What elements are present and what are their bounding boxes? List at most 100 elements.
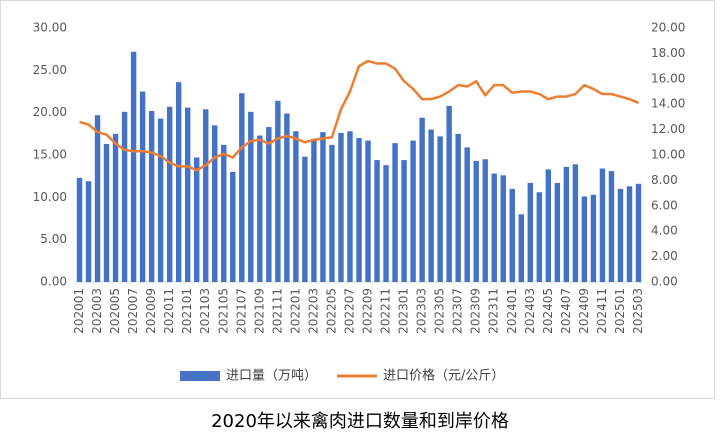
bar	[212, 125, 218, 282]
bar	[572, 164, 579, 282]
bar	[194, 157, 200, 282]
bar	[356, 138, 362, 282]
bar	[464, 147, 470, 282]
y2-tick-label: 18.00	[651, 46, 685, 60]
bar	[419, 117, 425, 282]
x-tick-label: 202005	[108, 288, 122, 334]
bar	[221, 144, 227, 282]
y-tick-label: 10.00	[33, 190, 67, 204]
x-tick-label: 202211	[379, 288, 393, 334]
x-tick-label: 202401	[505, 288, 519, 334]
x-tick-label: 202105	[216, 288, 230, 334]
y2-tick-label: 10.00	[651, 148, 685, 162]
bar	[473, 160, 479, 282]
x-tick-label: 202403	[523, 288, 537, 334]
bar	[392, 143, 398, 282]
x-tick-label: 202103	[198, 288, 212, 334]
bar	[401, 160, 407, 282]
x-tick-label: 202009	[144, 288, 158, 334]
x-tick-label: 202503	[631, 288, 645, 334]
x-tick-label: 202109	[252, 288, 266, 334]
bar	[175, 82, 182, 282]
y2-tick-label: 4.00	[651, 224, 678, 238]
x-tick-label: 202407	[559, 288, 573, 334]
y2-tick-label: 6.00	[651, 198, 678, 212]
bar	[320, 132, 326, 282]
x-tick-label: 202309	[469, 288, 483, 334]
bar	[536, 192, 543, 282]
x-tick-label: 202307	[451, 288, 465, 334]
bar	[608, 171, 615, 282]
bar	[76, 177, 83, 282]
bar	[428, 129, 434, 282]
x-tick-label: 202011	[162, 288, 176, 334]
bar	[293, 131, 299, 282]
bar	[311, 138, 317, 282]
bar	[500, 175, 506, 282]
x-tick-label: 202007	[126, 288, 140, 334]
y-tick-label: 5.00	[40, 232, 67, 246]
x-tick-label: 202205	[324, 288, 338, 334]
bar	[563, 166, 570, 282]
y2-tick-label: 16.00	[651, 71, 685, 85]
x-tick-label: 202209	[361, 288, 375, 334]
bar	[527, 182, 534, 282]
x-tick-label: 202301	[397, 288, 411, 334]
bar	[112, 133, 119, 282]
x-tick-label: 202311	[487, 288, 501, 334]
bar	[635, 183, 642, 282]
y2-tick-label: 2.00	[651, 249, 678, 263]
y-tick-label: 15.00	[33, 148, 67, 162]
bar	[374, 160, 380, 282]
legend-label: 进口价格（元/公斤）	[383, 368, 504, 384]
bar	[130, 51, 137, 282]
bar	[103, 143, 110, 282]
bar	[347, 131, 353, 282]
y2-tick-label: 12.00	[651, 122, 685, 136]
y2-tick-label: 14.00	[651, 97, 685, 111]
bar	[482, 159, 488, 282]
x-tick-label: 202203	[306, 288, 320, 334]
bar	[617, 188, 624, 282]
bar	[148, 110, 155, 283]
bar	[157, 118, 164, 283]
bar	[545, 169, 552, 282]
bar	[626, 186, 633, 282]
y-tick-label: 0.00	[40, 275, 67, 289]
bar	[275, 100, 281, 283]
x-tick-label: 202107	[234, 288, 248, 334]
x-tick-label: 202207	[342, 288, 356, 334]
bar	[266, 127, 272, 282]
bar	[230, 171, 236, 282]
legend-label: 进口量（万吨）	[226, 369, 317, 384]
bar	[365, 140, 371, 282]
bar	[599, 168, 606, 282]
y-tick-label: 30.00	[33, 21, 67, 35]
bar	[509, 188, 515, 282]
x-tick-label: 202405	[541, 288, 555, 334]
bar	[491, 173, 497, 282]
bar	[257, 135, 263, 282]
x-tick-label: 202003	[90, 288, 104, 334]
bar	[203, 109, 209, 282]
y-tick-label: 20.00	[33, 105, 67, 119]
bar	[302, 156, 308, 282]
x-tick-label: 202501	[613, 288, 627, 334]
x-tick-label: 202001	[72, 288, 86, 334]
x-tick-label: 202111	[270, 288, 284, 334]
bar	[590, 194, 597, 282]
bar	[455, 133, 461, 282]
x-tick-label: 202201	[288, 288, 302, 334]
x-tick-label: 202409	[577, 288, 591, 334]
bar	[121, 111, 128, 282]
y2-tick-label: 8.00	[651, 173, 678, 187]
bar	[139, 91, 146, 282]
bar	[410, 140, 416, 282]
bar	[284, 113, 290, 282]
y2-tick-label: 20.00	[651, 21, 685, 35]
bar	[329, 144, 335, 282]
bar	[239, 93, 245, 283]
x-tick-label: 202101	[180, 288, 194, 334]
bar	[94, 115, 101, 282]
